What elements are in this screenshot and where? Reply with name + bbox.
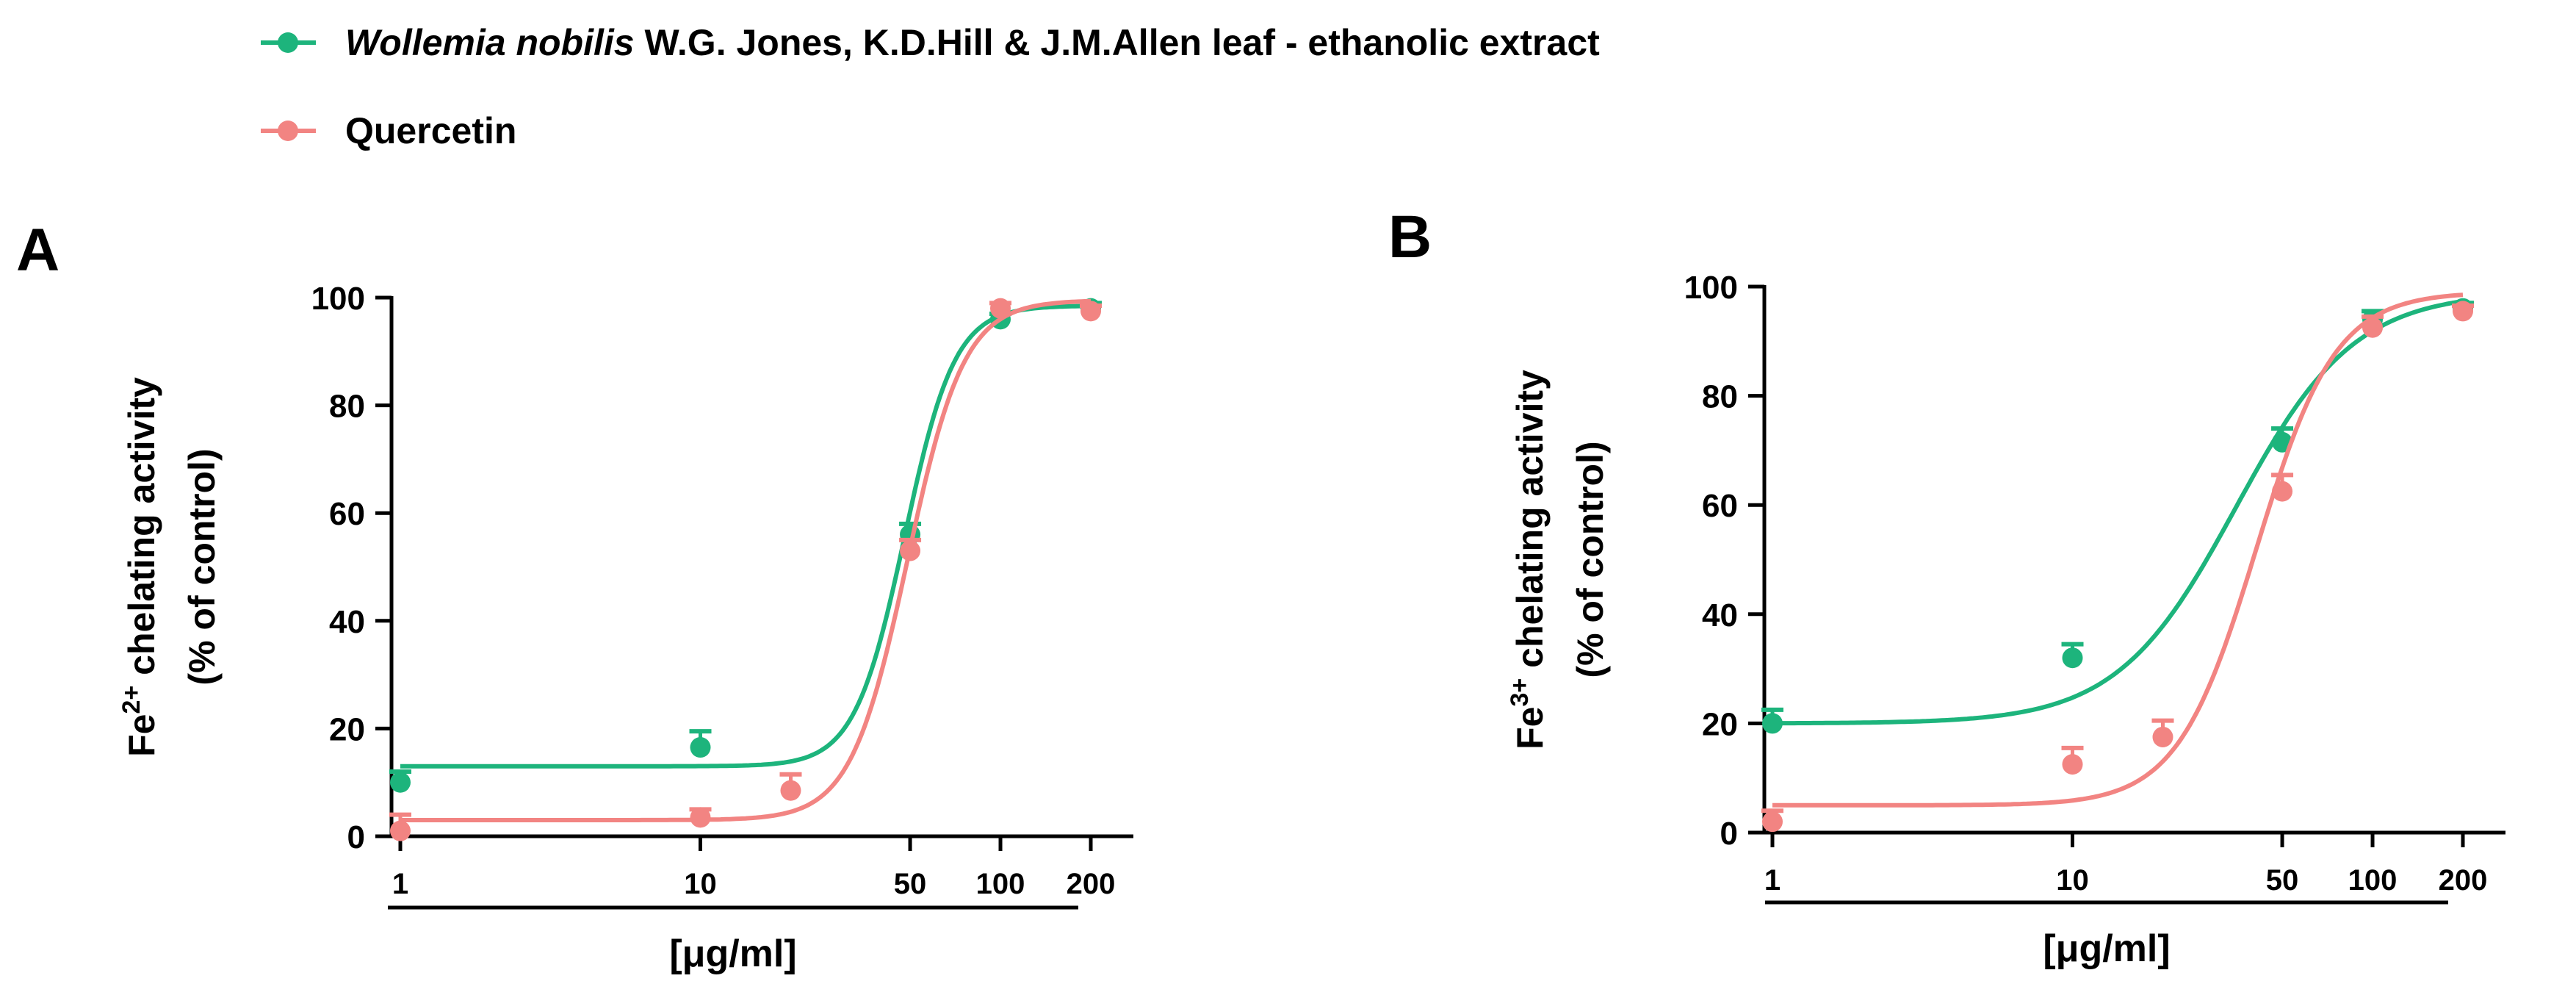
y-tick-label: 100: [311, 281, 365, 317]
legend-marker-quercetin: [278, 121, 298, 141]
legend: Wollemia nobilis W.G. Jones, K.D.Hill & …: [261, 22, 1600, 151]
x-tick-label: 100: [2348, 864, 2398, 897]
chart-panel-a: A 0 20 40 60 80 100 1 10 50 100 200 [μg/ml] Fe2+ chel…: [16, 217, 1133, 975]
y-tick-label: 60: [329, 496, 365, 532]
y-axis-label: Fe2+ chelating activity: [118, 377, 162, 757]
data-point-quercetin: [2453, 301, 2473, 322]
legend-label-italic: Wollemia nobilis: [345, 22, 635, 63]
data-point-quercetin: [900, 540, 921, 561]
y-axis-label-main: Fe: [1509, 707, 1551, 750]
data-point-extract: [2062, 647, 2083, 669]
fit-curve-quercetin: [400, 298, 1092, 822]
x-tick-label: 1: [1764, 864, 1781, 897]
x-tick-label: 1: [392, 868, 408, 900]
y-tick-label: 40: [1702, 597, 1738, 633]
x-tick-label: 50: [2266, 864, 2299, 897]
y-axis-label-line2: (% of control): [181, 448, 223, 685]
data-point-quercetin: [990, 298, 1011, 319]
chart-panel-b: B 0 20 40 60 80 100 1 10 50 100 200 [μg/ml] Fe3+ chel…: [1388, 204, 2505, 970]
y-tick-label: 60: [1702, 488, 1738, 524]
x-axis-label: [μg/ml]: [669, 933, 796, 975]
data-point-quercetin: [2272, 481, 2293, 502]
legend-label-text: Quercetin: [345, 110, 516, 151]
y-tick-label: 0: [347, 819, 365, 855]
y-axis-label: Fe3+ chelating activity: [1506, 370, 1551, 750]
data-point-quercetin: [2362, 317, 2384, 338]
x-tick-label: 100: [976, 868, 1025, 900]
y-tick-label: 20: [329, 711, 365, 747]
data-point-quercetin: [690, 807, 711, 828]
x-axis-label: [μg/ml]: [2043, 927, 2170, 970]
legend-label-text: W.G. Jones, K.D.Hill & J.M.Allen leaf - …: [635, 22, 1601, 63]
legend-marker-extract: [278, 32, 298, 53]
x-tick-label: 200: [2439, 864, 2488, 897]
x-tick-label: 10: [2056, 864, 2089, 897]
data-point-extract: [390, 772, 411, 793]
y-tick-label: 80: [1702, 379, 1738, 415]
x-tick-label: 10: [684, 868, 717, 900]
legend-label-extract: Wollemia nobilis W.G. Jones, K.D.Hill & …: [345, 22, 1600, 63]
fit-curve-extract: [1772, 298, 2464, 726]
x-tick-label: 50: [894, 868, 927, 900]
fit-curve-extract: [400, 303, 1091, 769]
y-tick-label: 40: [329, 604, 365, 640]
panel-letter: A: [16, 217, 59, 284]
y-axis-label-main: Fe: [121, 714, 162, 757]
data-point-extract: [690, 737, 711, 758]
data-point-extract: [1762, 713, 1783, 734]
y-axis-label-sup: 3+: [1506, 678, 1534, 707]
legend-label-quercetin: Quercetin: [345, 110, 516, 151]
x-tick-label: 200: [1067, 868, 1116, 900]
data-point-quercetin: [2062, 754, 2083, 775]
data-point-quercetin: [1080, 301, 1101, 322]
y-axis-label-rest: chelating activity: [1509, 370, 1551, 678]
y-axis-label-line2: (% of control): [1570, 441, 1611, 678]
panel-letter: B: [1388, 204, 1432, 270]
data-point-quercetin: [780, 780, 801, 801]
y-axis-label-sup: 2+: [118, 686, 145, 714]
data-point-quercetin: [390, 820, 411, 841]
y-tick-label: 0: [1720, 816, 1738, 852]
y-tick-label: 20: [1702, 706, 1738, 742]
y-tick-label: 80: [329, 389, 365, 425]
fit-curve-quercetin: [1772, 292, 2464, 808]
data-point-quercetin: [1762, 811, 1783, 833]
y-tick-label: 100: [1684, 270, 1738, 306]
data-point-quercetin: [2152, 726, 2173, 747]
y-axis-label-rest: chelating activity: [121, 377, 162, 686]
